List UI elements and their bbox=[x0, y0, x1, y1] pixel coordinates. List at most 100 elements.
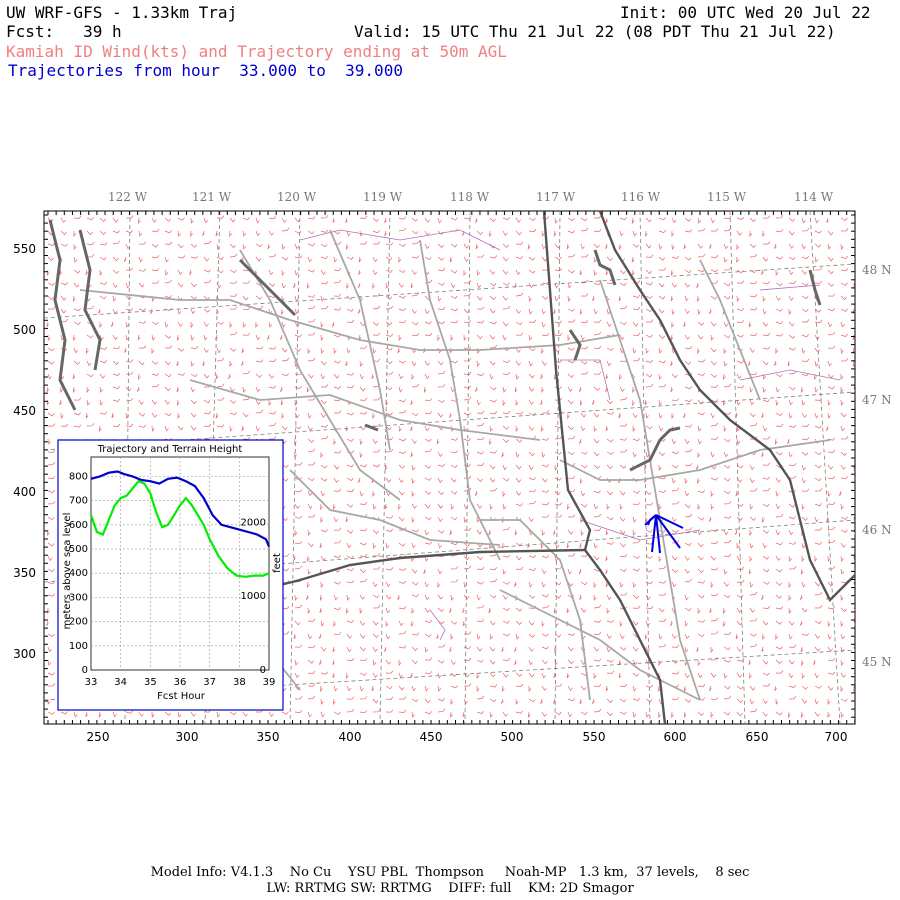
wind-barb bbox=[476, 306, 485, 310]
wind-barb bbox=[801, 358, 810, 362]
wind-barb bbox=[734, 412, 738, 418]
wind-barb bbox=[801, 685, 808, 690]
wind-barb bbox=[593, 619, 602, 623]
wind-barb bbox=[827, 449, 836, 453]
wind-barb bbox=[840, 243, 844, 250]
lat-label: 47 N bbox=[862, 393, 892, 407]
wind-barb bbox=[541, 514, 550, 518]
wind-barb bbox=[359, 658, 368, 662]
wind-barb bbox=[476, 695, 485, 700]
wind-barb bbox=[437, 217, 442, 224]
wind-barb bbox=[47, 256, 54, 262]
wind-barb bbox=[658, 711, 661, 719]
wind-barb bbox=[437, 384, 446, 388]
wind-barb bbox=[320, 399, 327, 405]
wind-barb bbox=[814, 217, 820, 224]
wind-barb bbox=[853, 685, 855, 693]
wind-barb bbox=[541, 333, 550, 337]
wind-barb bbox=[463, 527, 472, 531]
inset-x-tick: 35 bbox=[144, 677, 157, 688]
wind-barb bbox=[788, 696, 797, 700]
wind-barb bbox=[619, 503, 623, 510]
wind-barb bbox=[801, 347, 806, 354]
wind-barb bbox=[645, 319, 654, 323]
wind-barb bbox=[762, 281, 771, 285]
wind-barb bbox=[281, 711, 289, 715]
wind-barb bbox=[255, 399, 261, 406]
wind-barb bbox=[255, 409, 264, 414]
wind-barb bbox=[385, 448, 394, 453]
wind-barb bbox=[476, 529, 483, 535]
wind-barb bbox=[346, 488, 355, 492]
wind-barb bbox=[320, 412, 326, 419]
inset-x-ticks: 33 34 35 36 37 38 39 bbox=[85, 677, 276, 688]
wind-barb bbox=[294, 515, 303, 519]
wind-barb bbox=[502, 386, 507, 393]
wind-barb bbox=[307, 542, 314, 548]
wind-barb bbox=[736, 646, 742, 652]
wind-barb bbox=[125, 386, 132, 392]
wind-barb bbox=[567, 253, 576, 258]
lat-label: 46 N bbox=[862, 523, 892, 537]
wind-barb bbox=[47, 711, 55, 715]
wind-barb bbox=[398, 696, 407, 700]
wind-barb bbox=[749, 643, 758, 648]
wind-barb bbox=[333, 620, 337, 628]
wind-barb bbox=[799, 620, 803, 626]
wind-barb bbox=[840, 464, 846, 470]
wind-barb bbox=[411, 292, 420, 297]
wind-barb bbox=[632, 594, 639, 600]
wind-barb bbox=[788, 581, 792, 589]
wind-barb bbox=[658, 282, 665, 288]
wind-barb bbox=[99, 386, 103, 393]
wind-barb bbox=[762, 476, 771, 480]
wind-barb bbox=[580, 451, 588, 455]
wind-barb bbox=[359, 607, 363, 614]
wind-barb bbox=[632, 581, 637, 588]
wind-barb bbox=[827, 293, 836, 297]
wind-barb bbox=[47, 581, 55, 585]
wind-barb bbox=[840, 659, 844, 666]
wind-barb bbox=[775, 412, 783, 417]
wind-barb bbox=[489, 321, 497, 325]
wind-barb bbox=[840, 594, 844, 601]
wind-barb bbox=[788, 370, 797, 375]
wind-barb bbox=[800, 568, 804, 576]
wind-barb bbox=[86, 373, 94, 378]
wind-barb bbox=[554, 267, 563, 272]
wind-barb bbox=[294, 709, 303, 713]
wind-barb bbox=[476, 451, 484, 455]
wind-barb bbox=[814, 488, 823, 492]
inset-series bbox=[89, 470, 271, 578]
wind-barb bbox=[814, 503, 822, 507]
wind-barb bbox=[606, 256, 613, 262]
wind-barb bbox=[372, 490, 376, 498]
wind-barb bbox=[73, 334, 76, 342]
wind-barb bbox=[801, 555, 805, 562]
wind-barb bbox=[671, 633, 677, 639]
wind-barb bbox=[307, 412, 312, 419]
wind-barb bbox=[515, 332, 524, 336]
wind-barb bbox=[47, 360, 55, 365]
inset-right-tick: 1000 bbox=[241, 591, 266, 602]
wind-barb bbox=[658, 451, 665, 457]
wind-barb bbox=[554, 711, 562, 715]
wind-barb bbox=[580, 464, 588, 469]
wind-barb bbox=[735, 490, 739, 497]
wind-barb bbox=[385, 490, 391, 497]
wind-barb bbox=[814, 555, 818, 563]
wind-barb bbox=[658, 256, 666, 261]
wind-barb bbox=[800, 646, 804, 653]
wind-barb bbox=[319, 607, 323, 614]
wind-barb bbox=[502, 477, 510, 482]
wind-barb bbox=[411, 490, 415, 497]
wind-barb bbox=[671, 373, 678, 379]
wind-barb bbox=[514, 386, 518, 393]
inset-left-tick: 400 bbox=[69, 568, 88, 579]
wind-barb bbox=[541, 529, 545, 536]
wind-barb bbox=[540, 373, 543, 380]
wind-barb bbox=[619, 230, 624, 237]
wind-barb bbox=[593, 229, 602, 233]
wind-barb bbox=[164, 241, 173, 245]
wind-barb bbox=[229, 280, 238, 284]
